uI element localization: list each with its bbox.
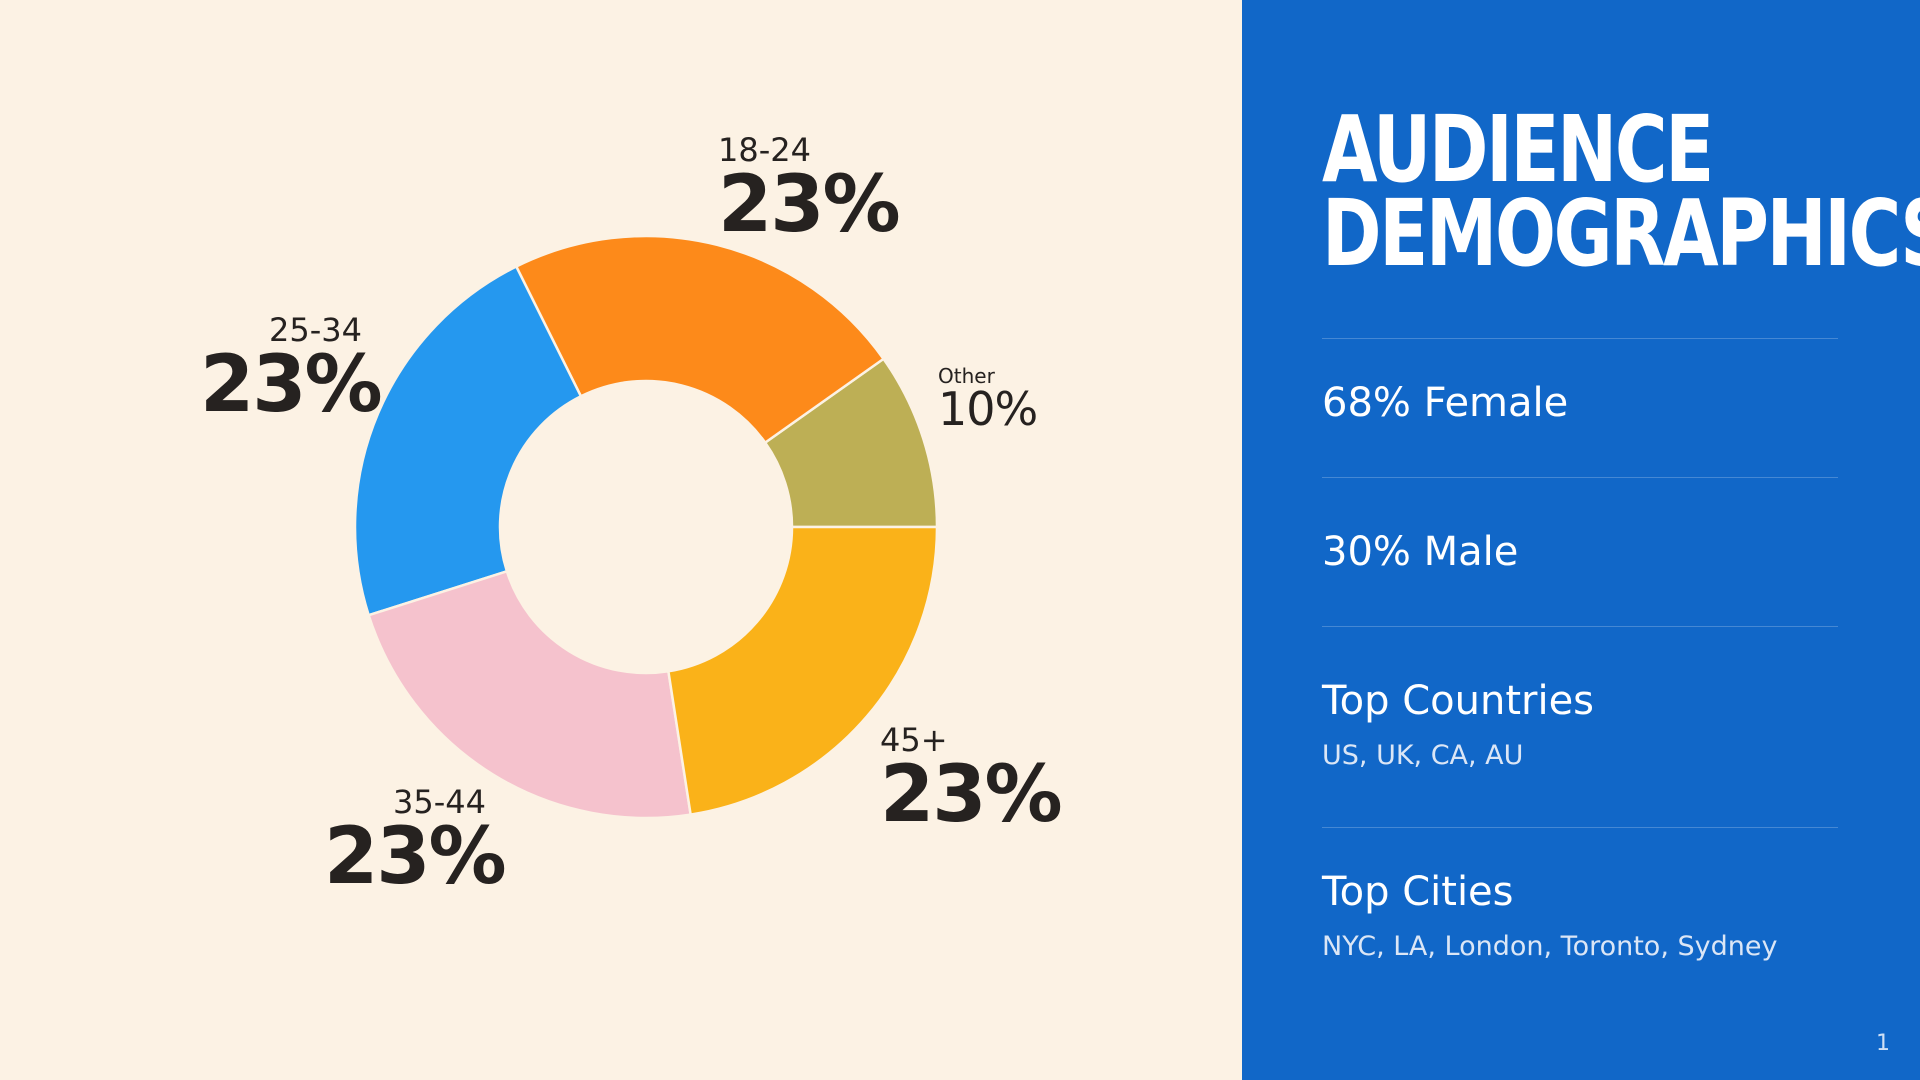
top-countries-value: US, UK, CA, AU — [1322, 740, 1524, 771]
donut-chart — [353, 234, 939, 820]
divider — [1322, 338, 1838, 339]
divider — [1322, 626, 1838, 627]
slice-25-34 — [367, 569, 693, 820]
percent-label: 23% — [880, 750, 1063, 840]
male-stat: 30% Male — [1322, 529, 1519, 575]
title-line-1: AUDIENCE — [1322, 96, 1714, 203]
top-cities-label: Top Cities — [1322, 869, 1514, 915]
female-stat: 68% Female — [1322, 380, 1569, 426]
page-number: 1 — [1876, 1031, 1890, 1056]
label-18-24: 18-24 23% — [718, 131, 901, 250]
slice-35-44 — [353, 264, 583, 617]
chart-area: 18-24 23% 25-34 23% Other 10% 45+ 23% 35… — [200, 131, 1063, 902]
percent-label: 23% — [200, 340, 383, 430]
top-cities-value: NYC, LA, London, Toronto, Sydney — [1322, 931, 1778, 962]
label-35-44: 35-44 23% — [324, 783, 507, 902]
slice-18-24 — [666, 525, 939, 816]
percent-label: 23% — [324, 812, 507, 902]
title-line-2: DEMOGRAPHICS — [1322, 180, 1920, 287]
label-other: Other 10% — [938, 364, 1038, 436]
top-countries-label: Top Countries — [1322, 678, 1595, 724]
category-label: Other — [938, 364, 995, 388]
page-title: AUDIENCE DEMOGRAPHICS — [1322, 96, 1920, 287]
category-label: 18-24 — [718, 131, 811, 169]
category-label: 35-44 — [393, 783, 486, 821]
divider — [1322, 827, 1838, 828]
info-panel: AUDIENCE DEMOGRAPHICS 68% Female 30% Mal… — [1242, 0, 1920, 1080]
category-label: 25-34 — [269, 311, 362, 349]
percent-label: 23% — [718, 160, 901, 250]
label-25-34: 25-34 23% — [200, 311, 383, 430]
divider — [1322, 477, 1838, 478]
label-45-plus: 45+ 23% — [880, 721, 1063, 840]
category-label: 45+ — [880, 721, 948, 759]
slice-45- — [514, 234, 886, 445]
percent-label: 10% — [938, 382, 1038, 436]
